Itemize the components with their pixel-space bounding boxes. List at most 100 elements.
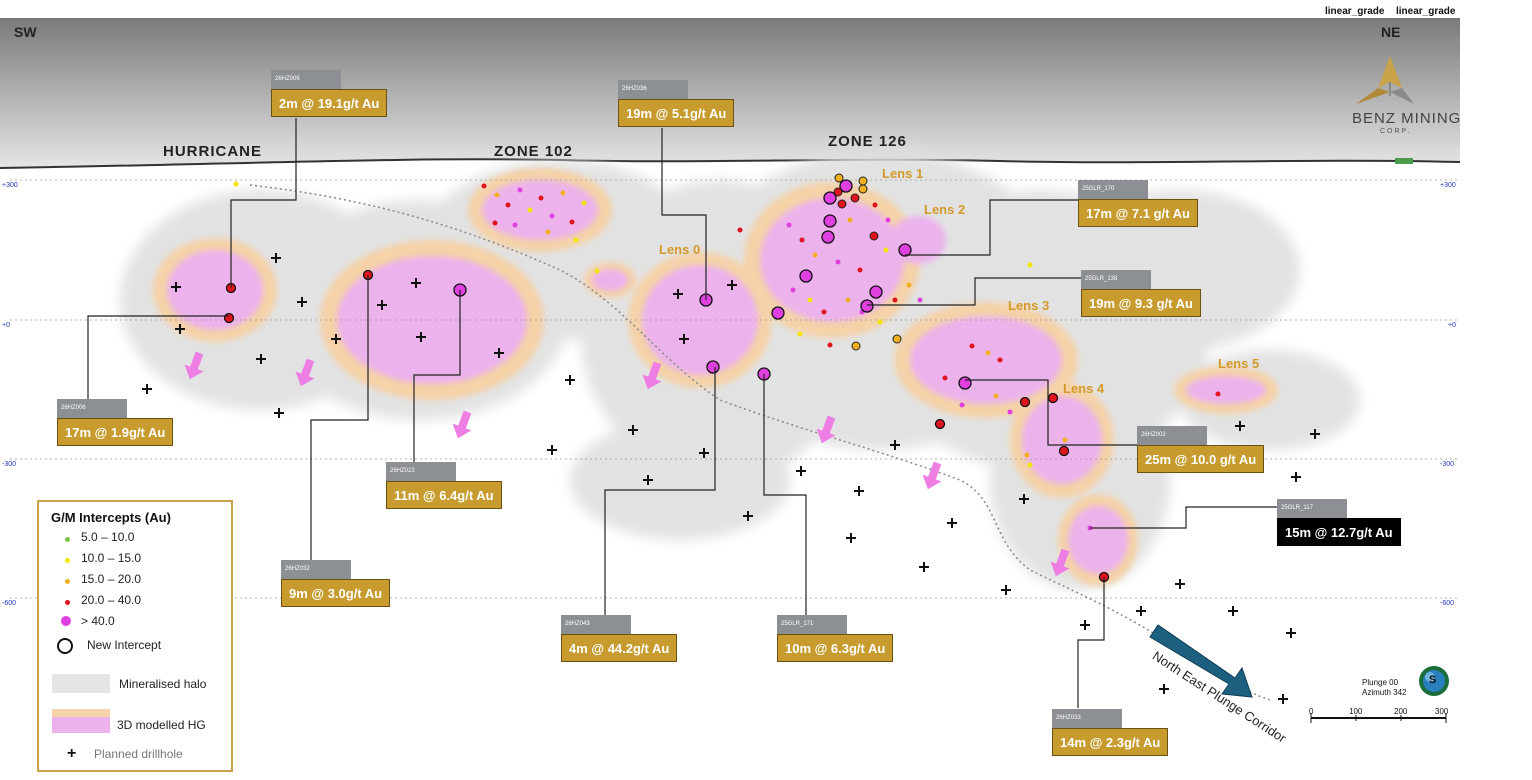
callout-value: 2m @ 19.1g/t Au xyxy=(271,89,388,117)
legend-planned: Planned drillhole xyxy=(94,747,183,761)
plunge-boundary xyxy=(249,184,1271,701)
new-intercept-icon xyxy=(57,638,73,654)
callout-hole-id: 26HZ032 xyxy=(281,560,351,579)
callout-25glr138: 25GLR_138 19m @ 9.3 g/t Au xyxy=(1081,270,1201,317)
callout-hole-id: 26HZ023 xyxy=(386,462,456,481)
hg-halo-swatch xyxy=(52,709,110,717)
callout-hole-id: 26HZ002 xyxy=(1137,426,1207,445)
callout-26hz006-a: 26HZ006 2m @ 19.1g/t Au xyxy=(271,70,388,117)
callout-hole-id: 26HZ036 xyxy=(618,80,688,99)
header-label-2: linear_grade xyxy=(1396,6,1456,17)
intercept-markers xyxy=(223,179,1110,583)
legend-grade-5: > 40.0 xyxy=(81,614,115,628)
callout-hole-id: 25GLR_170 xyxy=(1078,180,1148,199)
callout-hole-id: 25GLR_117 xyxy=(1277,499,1347,518)
callout-value: 15m @ 12.7g/t Au xyxy=(1277,518,1401,546)
direction-sw: SW xyxy=(14,24,37,40)
elev-left-0: +0 xyxy=(2,322,10,329)
legend-dot-green xyxy=(65,537,70,542)
callout-value: 14m @ 2.3g/t Au xyxy=(1052,728,1169,756)
callout-26hz032: 26HZ032 9m @ 3.0g/t Au xyxy=(281,560,391,607)
legend-title: G/M Intercepts (Au) xyxy=(51,510,171,525)
legend-grade-3: 15.0 – 20.0 xyxy=(81,572,142,586)
callout-hole-id: 26HZ006 xyxy=(57,399,127,418)
callout-value: 17m @ 7.1 g/t Au xyxy=(1078,199,1198,227)
lens-5: Lens 5 xyxy=(1218,356,1260,371)
callout-26hz036: 26HZ036 19m @ 5.1g/t Au xyxy=(618,80,735,127)
callout-value: 10m @ 6.3g/t Au xyxy=(777,634,894,662)
legend-dot-orange xyxy=(65,579,70,584)
callout-25glr117: 25GLR_117 15m @ 12.7g/t Au xyxy=(1277,499,1401,546)
compass-sphere xyxy=(1419,666,1449,696)
compass-letter: S xyxy=(1429,674,1437,686)
scale-300: 300 xyxy=(1435,707,1449,716)
callout-value: 25m @ 10.0 g/t Au xyxy=(1137,445,1265,473)
legend-new-intercept: New Intercept xyxy=(87,638,162,652)
scale-0: 0 xyxy=(1309,707,1314,716)
callout-26hz033: 26HZ033 14m @ 2.3g/t Au xyxy=(1052,709,1169,756)
callout-hole-id: 25GLR_138 xyxy=(1081,270,1151,289)
callout-hole-id: 25GLR_171 xyxy=(777,615,847,634)
plunge-corridor-arrow xyxy=(1149,624,1253,698)
callout-value: 17m @ 1.9g/t Au xyxy=(57,418,174,446)
surface-marker xyxy=(1395,158,1413,164)
lens-3: Lens 3 xyxy=(1008,298,1050,313)
benz-logo-mark xyxy=(1356,56,1414,104)
surface-band xyxy=(0,18,1460,168)
callout-26hz043: 26HZ043 4m @ 44.2g/t Au xyxy=(561,615,678,662)
direction-ne: NE xyxy=(1381,24,1401,40)
elev-right-0: +0 xyxy=(1448,322,1456,329)
zone-hurricane: HURRICANE xyxy=(163,143,262,160)
callout-25glr170: 25GLR_170 17m @ 7.1 g/t Au xyxy=(1078,180,1198,227)
zone-102: ZONE 102 xyxy=(494,143,573,160)
logo-name: BENZ MINING xyxy=(1352,110,1462,127)
halo-swatch xyxy=(52,674,110,693)
lens-0: Lens 0 xyxy=(659,242,701,257)
lens-4: Lens 4 xyxy=(1063,381,1105,396)
callout-26hz023: 26HZ023 11m @ 6.4g/t Au xyxy=(386,462,502,509)
header-label-1: linear_grade xyxy=(1325,6,1385,17)
zone-126: ZONE 126 xyxy=(828,133,907,150)
callout-value: 11m @ 6.4g/t Au xyxy=(386,481,502,509)
elev-right-300: +300 xyxy=(1440,182,1456,189)
elev-left-minus300: -300 xyxy=(2,461,17,468)
elev-right-minus300: -300 xyxy=(1440,461,1455,468)
scale-bar xyxy=(1310,713,1447,723)
callout-leaders xyxy=(87,118,1277,708)
legend-hg: 3D modelled HG xyxy=(117,718,206,732)
scale-200: 200 xyxy=(1394,707,1408,716)
plunge-arrows xyxy=(184,351,1070,577)
surface-line xyxy=(0,158,1461,169)
hg-swatch xyxy=(52,717,110,733)
planned-drillhole-icon: + xyxy=(67,745,77,762)
legend-grade-1: 5.0 – 10.0 xyxy=(81,530,135,544)
elev-left-300: +300 xyxy=(2,182,18,189)
legend: G/M Intercepts (Au) 5.0 – 10.0 10.0 – 15… xyxy=(37,500,233,772)
callout-26hz002: 26HZ002 25m @ 10.0 g/t Au xyxy=(1137,426,1265,473)
legend-dot-red xyxy=(65,600,70,605)
callout-hole-id: 26HZ033 xyxy=(1052,709,1122,728)
medium-intercepts xyxy=(833,173,902,351)
elevation-gridlines xyxy=(10,179,1460,599)
small-intercepts xyxy=(233,181,1221,531)
compass-azimuth: Azimuth 342 xyxy=(1362,688,1407,697)
legend-grade-4: 20.0 – 40.0 xyxy=(81,593,142,607)
callout-hole-id: 26HZ006 xyxy=(271,70,341,89)
legend-grade-2: 10.0 – 15.0 xyxy=(81,551,142,565)
compass-plunge: Plunge 00 xyxy=(1362,678,1399,687)
elev-left-minus600: -600 xyxy=(2,600,17,607)
callout-hole-id: 26HZ043 xyxy=(561,615,631,634)
legend-dot-magenta xyxy=(61,616,71,626)
lens-1: Lens 1 xyxy=(882,166,924,181)
callout-26hz006-b: 26HZ006 17m @ 1.9g/t Au xyxy=(57,399,174,446)
callout-value: 4m @ 44.2g/t Au xyxy=(561,634,678,662)
legend-dot-yellow xyxy=(65,558,70,563)
legend-halo: Mineralised halo xyxy=(119,677,207,691)
callout-value: 9m @ 3.0g/t Au xyxy=(281,579,391,607)
lens-2: Lens 2 xyxy=(924,202,966,217)
callout-value: 19m @ 5.1g/t Au xyxy=(618,99,735,127)
planned-drillholes xyxy=(142,253,1320,704)
logo-sub: CORP. xyxy=(1380,128,1412,135)
callout-value: 19m @ 9.3 g/t Au xyxy=(1081,289,1201,317)
